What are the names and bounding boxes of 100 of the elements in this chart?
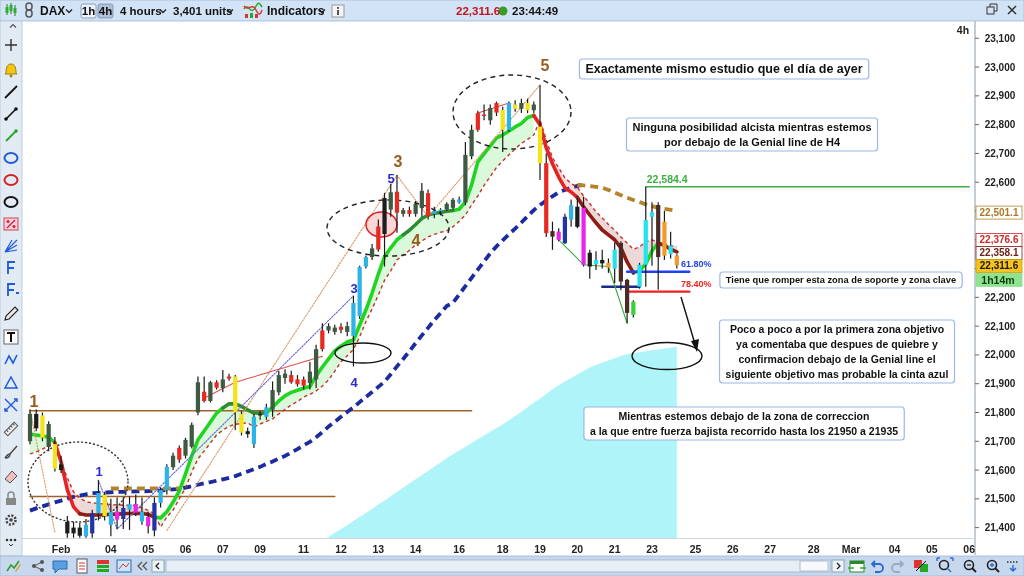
- candlestick: [637, 262, 642, 290]
- x-tick-label: 07: [216, 543, 229, 555]
- candlestick: [208, 380, 213, 404]
- candlestick: [183, 437, 188, 460]
- annotation: Exactamente mismo estudio que el día de ayer: [585, 62, 863, 76]
- x-tick-label: 26: [727, 543, 739, 555]
- candlestick: [102, 491, 107, 522]
- x-tick-label: 05: [926, 543, 938, 555]
- annotation: Tiene que romper esta zona de soporte y zona clave: [725, 275, 957, 285]
- candlestick: [500, 106, 505, 153]
- annotation: 4: [350, 375, 359, 390]
- annotation: 1: [95, 464, 103, 479]
- y-tick-label: 21,400: [984, 522, 1016, 534]
- line-series: [203, 355, 323, 399]
- candlestick: [320, 322, 325, 353]
- candlestick: [419, 182, 424, 218]
- text: 22,376.6: [979, 234, 1019, 246]
- y-tick-label: 22,600: [984, 176, 1016, 188]
- x-tick-label: 06: [963, 543, 976, 555]
- text: 1h14m: [981, 273, 1015, 286]
- y-tick-label: 22,000: [984, 349, 1016, 361]
- annotation: 4h: [956, 24, 970, 36]
- x-tick-label: 25: [689, 543, 702, 555]
- x-tick-label: 05: [142, 543, 155, 555]
- annotation: 4: [411, 232, 421, 249]
- x-tick-label: 18: [496, 543, 509, 555]
- candlestick: [65, 515, 70, 538]
- x-tick-label: 09: [254, 543, 267, 555]
- candlestick: [58, 455, 64, 474]
- annotation: 1: [29, 393, 39, 410]
- x-tick-label: 27: [764, 543, 777, 555]
- candlestick: [513, 99, 518, 113]
- y-tick-label: 21,600: [984, 464, 1016, 476]
- candlestick: [394, 174, 400, 234]
- annotation: 78.40%: [681, 279, 712, 289]
- candlestick: [146, 511, 151, 534]
- candlestick: [338, 322, 344, 334]
- candlestick: [34, 409, 39, 432]
- y-tick-label: 22,200: [984, 291, 1016, 303]
- candlestick: [388, 183, 393, 218]
- text: 22,311.6: [979, 260, 1019, 272]
- x-tick-label: 28: [807, 543, 820, 555]
- candlestick: [90, 509, 95, 538]
- candlestick: [164, 463, 169, 496]
- annotation: 61.80%: [681, 259, 712, 269]
- text: 22,358.1: [979, 247, 1019, 259]
- annotation: 3: [350, 281, 358, 296]
- x-tick-label: 14: [409, 543, 422, 555]
- candlestick: [114, 496, 120, 530]
- candlestick: [133, 493, 138, 517]
- candlestick: [189, 421, 194, 450]
- x-tick-label: Feb: [51, 543, 71, 555]
- x-tick-label: 16: [453, 543, 466, 555]
- candlestick: [202, 375, 207, 404]
- candlestick: [127, 495, 132, 531]
- candlestick: [475, 110, 480, 133]
- candlestick: [158, 486, 163, 509]
- text: 3,401 units: [173, 5, 233, 17]
- candlestick: [425, 188, 431, 221]
- candlestick: [488, 103, 493, 126]
- candlestick: [376, 219, 381, 253]
- candlestick: [239, 410, 244, 437]
- text: 23:44:49: [512, 5, 559, 17]
- data-label: 22,584.4: [646, 172, 688, 185]
- candlestick: [575, 197, 580, 229]
- text: Indicators: [267, 4, 325, 18]
- text: 22,501.1: [979, 207, 1019, 219]
- x-tick-label: 23: [646, 543, 658, 555]
- text: 22,311.6: [456, 5, 501, 17]
- y-tick-label: 21,800: [984, 406, 1016, 418]
- candlestick: [550, 221, 555, 251]
- candlestick: [270, 380, 275, 418]
- text: 4 hours: [120, 5, 162, 17]
- y-tick-label: 21,900: [984, 378, 1016, 390]
- y-tick-label: 22,100: [984, 320, 1016, 332]
- y-tick-label: 23,000: [984, 61, 1016, 73]
- candlestick: [276, 370, 281, 396]
- candlestick: [307, 361, 313, 391]
- y-tick-label: 22,700: [984, 147, 1016, 159]
- candlestick: [40, 411, 45, 442]
- x-tick-label: 20: [571, 543, 584, 555]
- y-tick-label: 21,500: [984, 493, 1016, 505]
- annotation: 5: [387, 171, 395, 186]
- text: DAX: [40, 4, 66, 18]
- candlestick: [649, 201, 655, 267]
- annotation: Poco a poco a por la primera zona objetivo ya comentaba que despues de quiebre y confirmacion debajo de la Genial line el siguiente objetivo mas probable la cinta azul: [725, 323, 949, 380]
- x-tick-label: 12: [335, 543, 347, 555]
- x-tick-label: 04: [888, 543, 901, 555]
- x-tick-label: 11: [298, 543, 310, 555]
- candlestick: [108, 498, 113, 537]
- candlestick: [121, 496, 126, 530]
- candlestick: [587, 249, 592, 280]
- candlestick: [46, 420, 51, 452]
- candlestick: [139, 496, 145, 526]
- y-tick-label: 23,100: [984, 32, 1016, 44]
- annotation: 3: [393, 153, 403, 170]
- annotation: Ninguna posibilidad alcista mientras estemos por debajo de la Genial line de H4: [632, 121, 872, 148]
- x-tick-label: 13: [372, 543, 385, 555]
- x-tick-label: 04: [105, 543, 117, 555]
- x-tick-label: 19: [534, 543, 547, 555]
